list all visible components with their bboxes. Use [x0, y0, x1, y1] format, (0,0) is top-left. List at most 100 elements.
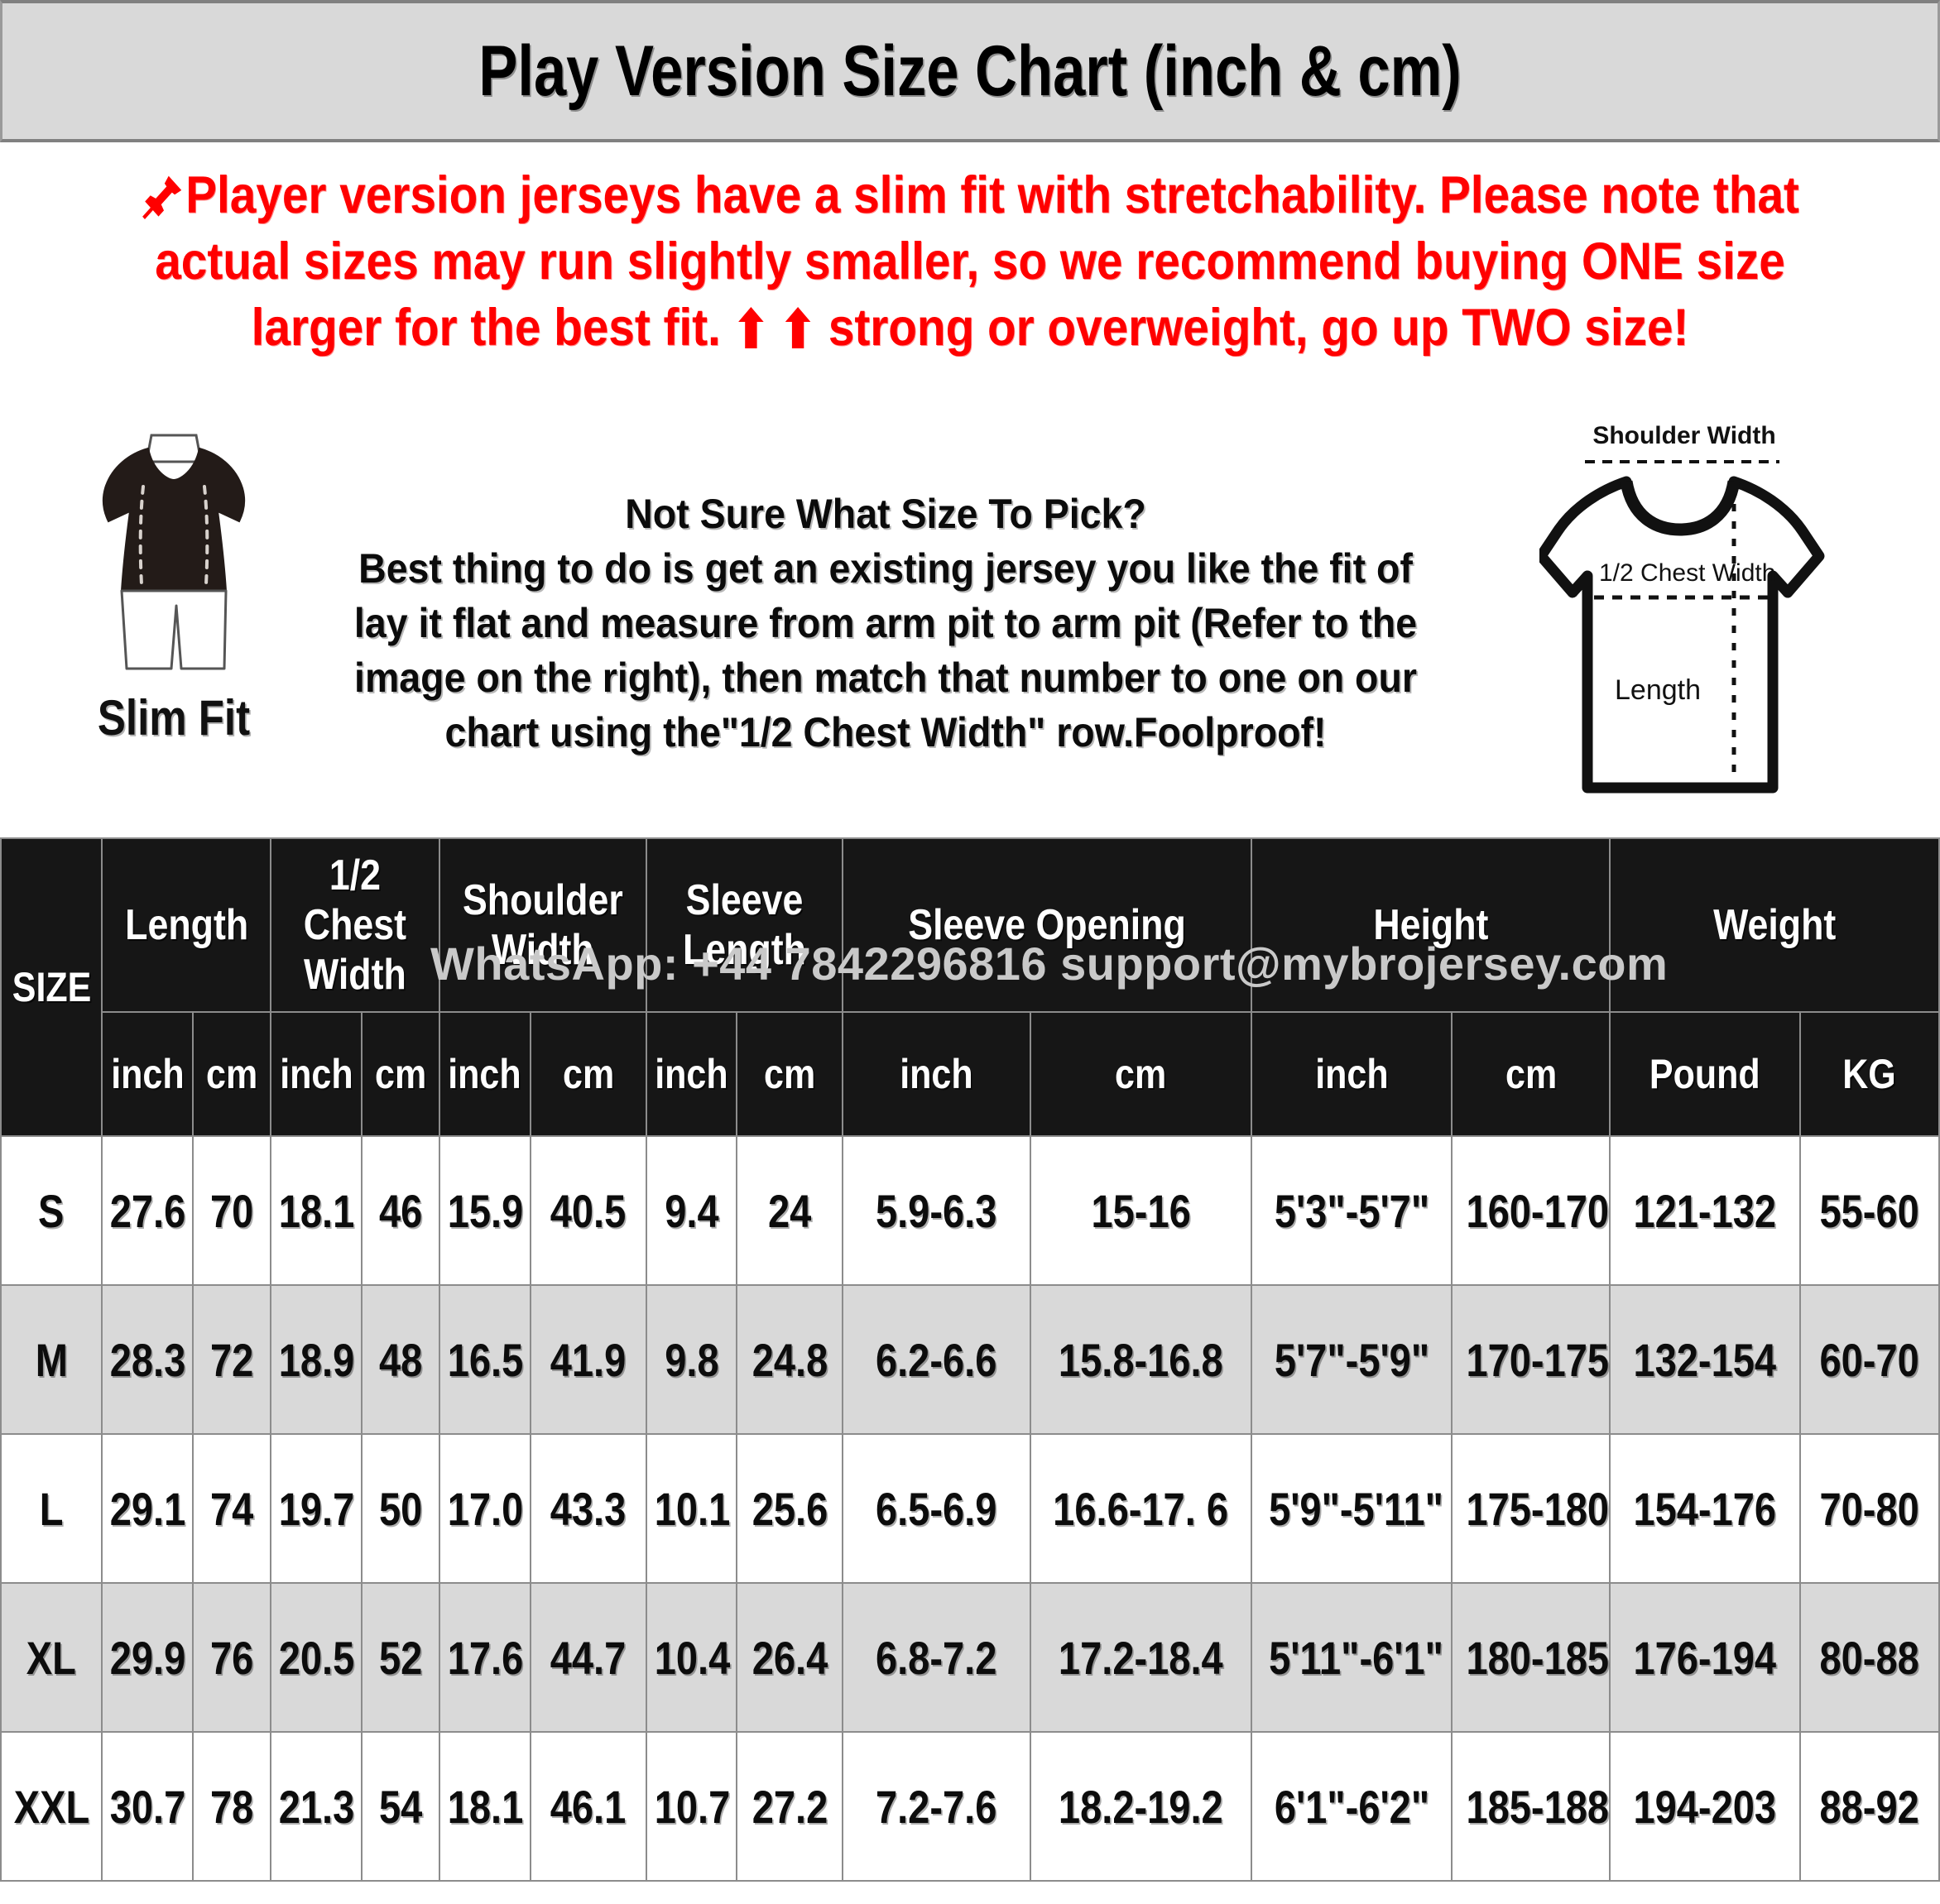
howto-line-1: Best thing to do is get an existing jers…	[353, 545, 1413, 646]
header-group-sleeve-length: Sleeve Length	[645, 837, 843, 1013]
table-cell: 5.9-6.3	[841, 1135, 1031, 1286]
table-cell: 15.8-16.8	[1029, 1284, 1253, 1435]
table-cell: 74	[191, 1433, 272, 1584]
notice-line-3: go up TWO size!	[1321, 299, 1689, 357]
table-cell: 10.1	[645, 1433, 738, 1584]
table-row: M 28.3 72 18.9 48 16.5 41.9 9.8 24.8 6.2-6.6 15.8-…	[0, 1284, 1940, 1435]
header-group-length: Length	[101, 837, 272, 1013]
title-bar: Play Version Size Chart (inch & cm)	[0, 0, 1940, 142]
header-unit-length-cm: cm	[191, 1011, 272, 1137]
table-cell: 88-92	[1798, 1731, 1940, 1882]
table-cell: 132-154	[1609, 1284, 1801, 1435]
table-cell: 15-16	[1029, 1135, 1253, 1286]
table-cell: 29.1	[101, 1433, 194, 1584]
table-cell: 27.2	[736, 1731, 843, 1882]
table-cell: 60-70	[1798, 1284, 1940, 1435]
header-unit-shoulder-cm: cm	[529, 1011, 647, 1137]
table-cell: 40.5	[529, 1135, 647, 1286]
table-cell: 160-170	[1451, 1135, 1611, 1286]
table-cell: 6.2-6.6	[841, 1284, 1031, 1435]
header-unit-shoulder-inch: inch	[439, 1011, 531, 1137]
table-cell: 80-88	[1798, 1582, 1940, 1733]
table-row: L 29.1 74 19.7 50 17.0 43.3 10.1 25.6 6.5-6.9 16.6…	[0, 1433, 1940, 1584]
table-cell: 43.3	[529, 1433, 647, 1584]
howto-line-4: the"1/2 Chest Width" row.Foolproof!	[663, 709, 1327, 755]
table-cell: 185-188	[1451, 1731, 1611, 1882]
table-cell: 78	[191, 1731, 272, 1882]
table-cell: 41.9	[529, 1284, 647, 1435]
table-cell: 6.5-6.9	[841, 1433, 1031, 1584]
table-cell: 48	[360, 1284, 441, 1435]
howto-line-3: the right), then match that number to on…	[444, 655, 1417, 755]
table-cell: 27.6	[101, 1135, 194, 1286]
pushpin-icon	[141, 170, 184, 219]
table-cell: 5'9"-5'11"	[1251, 1433, 1453, 1584]
table-cell: 154-176	[1609, 1433, 1801, 1584]
table-cell: 30.7	[101, 1731, 194, 1882]
table-row: S 27.6 70 18.1 46 15.9 40.5 9.4 24 5.9-6.3 15-16 5'…	[0, 1135, 1940, 1286]
table-cell: 5'7"-5'9"	[1251, 1284, 1453, 1435]
cell-size: XL	[0, 1582, 103, 1733]
header-row-units: inch cm inch cm inch cm inch cm inch cm …	[1, 1011, 1940, 1137]
howto-line-2: flat and measure from arm pit to arm pit…	[354, 600, 1418, 701]
table-cell: 5'3"-5'7"	[1251, 1135, 1453, 1286]
table-cell: 18.2-19.2	[1029, 1731, 1253, 1882]
table-cell: 176-194	[1609, 1582, 1801, 1733]
header-unit-height-cm: cm	[1451, 1011, 1611, 1137]
jersey-and-shorts-icon	[79, 434, 269, 680]
table-cell: 194-203	[1609, 1731, 1801, 1882]
size-chart-table: SIZE Length 1/2 Chest Width Shoulder Wid…	[0, 837, 1940, 1882]
cell-size: XXL	[0, 1731, 103, 1882]
table-cell: 46.1	[529, 1731, 647, 1882]
table-cell: 18.1	[439, 1731, 531, 1882]
howto-text: Not Sure What Size To Pick? Best thing t…	[347, 487, 1424, 760]
table-cell: 5'11"-6'1"	[1251, 1582, 1453, 1733]
table-cell: 18.9	[270, 1284, 363, 1435]
table-cell: 9.4	[645, 1135, 738, 1286]
notice-line-2b: strong or overweight,	[828, 299, 1309, 357]
table-cell: 25.6	[736, 1433, 843, 1584]
table-cell: 17.6	[439, 1582, 531, 1733]
table-cell: 21.3	[270, 1731, 363, 1882]
page-title: Play Version Size Chart (inch & cm)	[478, 31, 1462, 111]
header-unit-sleeve-length-cm: cm	[736, 1011, 843, 1137]
table-cell: 9.8	[645, 1284, 738, 1435]
table-row: XL 29.9 76 20.5 52 17.6 44.7 10.4 26.4 6.8-7.2 17.…	[0, 1582, 1940, 1733]
table-cell: 10.7	[645, 1731, 738, 1882]
table-cell: 24	[736, 1135, 843, 1286]
table-cell: 70-80	[1798, 1433, 1940, 1584]
header-group-height: Height	[1251, 837, 1611, 1013]
header-unit-length-inch: inch	[101, 1011, 194, 1137]
illustration-band: Slim Fit Not Sure What Size To Pick? Bes…	[0, 414, 1940, 836]
table-cell: 44.7	[529, 1582, 647, 1733]
table-cell: 46	[360, 1135, 441, 1286]
header-unit-sleeve-opening-cm: cm	[1029, 1011, 1253, 1137]
table-cell: 6.8-7.2	[841, 1582, 1031, 1733]
header-group-sleeve-opening: Sleeve Opening	[841, 837, 1253, 1013]
length-label-text: Length	[1615, 674, 1701, 706]
header-size: SIZE	[0, 837, 103, 1137]
header-unit-sleeve-opening-inch: inch	[841, 1011, 1031, 1137]
slim-fit-figure: Slim Fit	[50, 429, 298, 746]
slim-fit-label: Slim Fit	[97, 690, 251, 746]
table-cell: 6'1"-6'2"	[1251, 1731, 1453, 1882]
cell-size: M	[0, 1284, 103, 1435]
notice-text: Player version jerseys have a slim fit w…	[115, 162, 1825, 361]
table-cell: 20.5	[270, 1582, 363, 1733]
chest-width-label-text: 1/2 Chest Width	[1599, 559, 1775, 587]
table-cell: 175-180	[1451, 1433, 1611, 1584]
header-row-groups: SIZE Length 1/2 Chest Width Shoulder Wid…	[0, 837, 1940, 1137]
table-cell: 50	[360, 1433, 441, 1584]
table-cell: 16.6-17. 6	[1029, 1433, 1253, 1584]
header-unit-chest-cm: cm	[360, 1011, 441, 1137]
table-cell: 10.4	[645, 1582, 738, 1733]
header-group-shoulder-width: Shoulder Width	[439, 837, 647, 1013]
table-body: S 27.6 70 18.1 46 15.9 40.5 9.4 24 5.9-6.3 15-16 5'…	[0, 1135, 1940, 1882]
table-cell: 52	[360, 1582, 441, 1733]
table-cell: 76	[191, 1582, 272, 1733]
header-unit-height-inch: inch	[1251, 1011, 1453, 1137]
arrow-up-icon	[737, 298, 764, 348]
table-cell: 16.5	[439, 1284, 531, 1435]
table-cell: 55-60	[1798, 1135, 1940, 1286]
header-unit-sleeve-length-inch: inch	[645, 1011, 738, 1137]
